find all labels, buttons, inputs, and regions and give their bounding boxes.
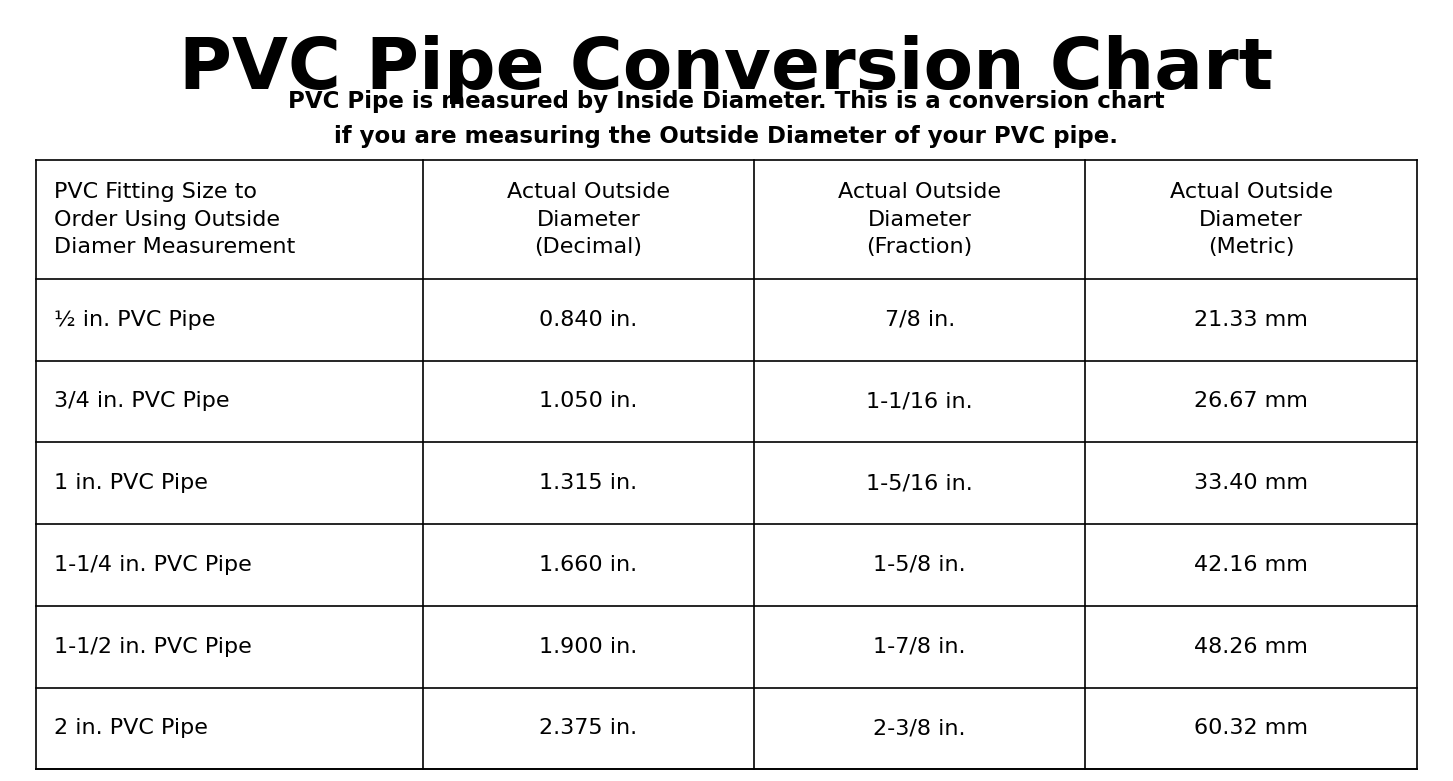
Text: 48.26 mm: 48.26 mm bbox=[1194, 637, 1308, 657]
Text: 60.32 mm: 60.32 mm bbox=[1194, 719, 1308, 738]
Text: 2 in. PVC Pipe: 2 in. PVC Pipe bbox=[54, 719, 208, 738]
Text: 1.315 in.: 1.315 in. bbox=[539, 473, 638, 494]
Text: ½ in. PVC Pipe: ½ in. PVC Pipe bbox=[54, 310, 215, 330]
Text: 0.840 in.: 0.840 in. bbox=[539, 310, 638, 330]
Text: Actual Outside
Diameter
(Metric): Actual Outside Diameter (Metric) bbox=[1170, 182, 1332, 257]
Text: 1 in. PVC Pipe: 1 in. PVC Pipe bbox=[54, 473, 208, 494]
Text: PVC Pipe Conversion Chart: PVC Pipe Conversion Chart bbox=[179, 35, 1274, 104]
Text: PVC Fitting Size to
Order Using Outside
Diamer Measurement: PVC Fitting Size to Order Using Outside … bbox=[54, 182, 295, 257]
Text: 1-5/8 in.: 1-5/8 in. bbox=[873, 555, 966, 575]
Text: 2.375 in.: 2.375 in. bbox=[539, 719, 638, 738]
Text: 1.660 in.: 1.660 in. bbox=[539, 555, 638, 575]
Text: 26.67 mm: 26.67 mm bbox=[1194, 391, 1308, 412]
Text: 1.050 in.: 1.050 in. bbox=[539, 391, 638, 412]
Text: 42.16 mm: 42.16 mm bbox=[1194, 555, 1308, 575]
Text: 33.40 mm: 33.40 mm bbox=[1194, 473, 1308, 494]
Text: PVC Pipe is measured by Inside Diameter. This is a conversion chart: PVC Pipe is measured by Inside Diameter.… bbox=[288, 90, 1165, 112]
Text: Actual Outside
Diameter
(Decimal): Actual Outside Diameter (Decimal) bbox=[507, 182, 670, 257]
Text: 3/4 in. PVC Pipe: 3/4 in. PVC Pipe bbox=[54, 391, 230, 412]
Text: 7/8 in.: 7/8 in. bbox=[885, 310, 955, 330]
Text: 1.900 in.: 1.900 in. bbox=[539, 637, 638, 657]
Text: Actual Outside
Diameter
(Fraction): Actual Outside Diameter (Fraction) bbox=[838, 182, 1001, 257]
Text: 1-1/16 in.: 1-1/16 in. bbox=[866, 391, 974, 412]
Text: 1-7/8 in.: 1-7/8 in. bbox=[873, 637, 966, 657]
Text: 2-3/8 in.: 2-3/8 in. bbox=[873, 719, 966, 738]
Text: 1-5/16 in.: 1-5/16 in. bbox=[866, 473, 974, 494]
Text: if you are measuring the Outside Diameter of your PVC pipe.: if you are measuring the Outside Diamete… bbox=[334, 125, 1119, 148]
Text: 1-1/4 in. PVC Pipe: 1-1/4 in. PVC Pipe bbox=[54, 555, 251, 575]
Text: 21.33 mm: 21.33 mm bbox=[1194, 310, 1308, 330]
Text: 1-1/2 in. PVC Pipe: 1-1/2 in. PVC Pipe bbox=[54, 637, 251, 657]
